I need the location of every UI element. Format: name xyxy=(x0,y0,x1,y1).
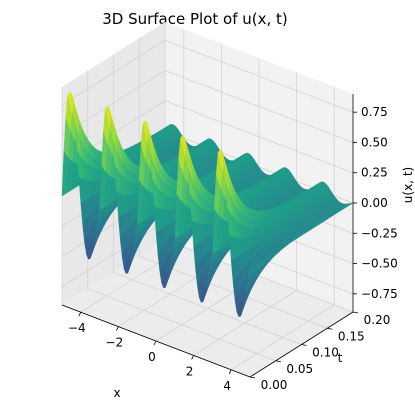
grid-z-back xyxy=(164,70,354,143)
z-tick-label: −0.75 xyxy=(361,287,398,301)
x-tick-label: 2 xyxy=(186,364,194,378)
t-axis-label: t xyxy=(338,351,343,365)
t-tick-mark xyxy=(275,360,281,363)
grid-z-left xyxy=(61,221,166,288)
x-tick-mark xyxy=(78,312,82,317)
x-tick-mark xyxy=(116,326,119,331)
t-tick-label: 0.05 xyxy=(286,362,313,376)
t-tick-labels: 0.00 0.05 0.10 0.15 0.20 xyxy=(249,311,391,392)
z-tick-label: −0.25 xyxy=(361,226,398,240)
z-tick-label: 0.00 xyxy=(361,196,388,210)
grid-t-floor xyxy=(113,272,302,345)
x-tick-label: 4 xyxy=(223,379,231,393)
surface-mesh xyxy=(61,91,354,318)
grid-z-back xyxy=(164,39,354,113)
z-tick-labels: 0.75 0.50 0.25 0.00 −0.25 −0.50 −0.75 xyxy=(353,105,398,301)
z-tick-label: 0.75 xyxy=(361,105,388,119)
x-tick-labels: −4 −2 0 2 4 xyxy=(68,312,232,393)
z-tick-label: 0.50 xyxy=(361,135,388,149)
t-tick-label: 0.20 xyxy=(364,313,391,327)
x-tick-label: −2 xyxy=(106,336,124,350)
x-tick-mark xyxy=(191,355,194,360)
t-tick-mark xyxy=(352,311,359,314)
x-tick-label: −4 xyxy=(68,321,86,335)
chart-title: 3D Surface Plot of u(x, t) xyxy=(102,10,288,28)
t-tick-label: 0.00 xyxy=(261,378,288,392)
grid-t-floor xyxy=(87,288,276,362)
grid-z-left xyxy=(61,39,166,106)
t-tick-label: 0.10 xyxy=(312,346,339,360)
z-tick-label: 0.25 xyxy=(361,166,388,180)
x-tick-mark xyxy=(153,340,157,346)
z-tick-label: −0.50 xyxy=(361,257,398,271)
surface-face xyxy=(247,264,255,280)
x-axis-label: x xyxy=(113,386,120,400)
t-tick-label: 0.15 xyxy=(338,329,365,343)
grid-z-back xyxy=(164,100,354,174)
t-tick-mark xyxy=(327,327,333,330)
x-tick-mark xyxy=(228,369,232,374)
t-tick-mark xyxy=(301,344,307,346)
z-axis-label: u(x, t) xyxy=(401,167,415,203)
x-tick-label: 0 xyxy=(148,350,156,364)
t-tick-mark xyxy=(249,376,256,379)
